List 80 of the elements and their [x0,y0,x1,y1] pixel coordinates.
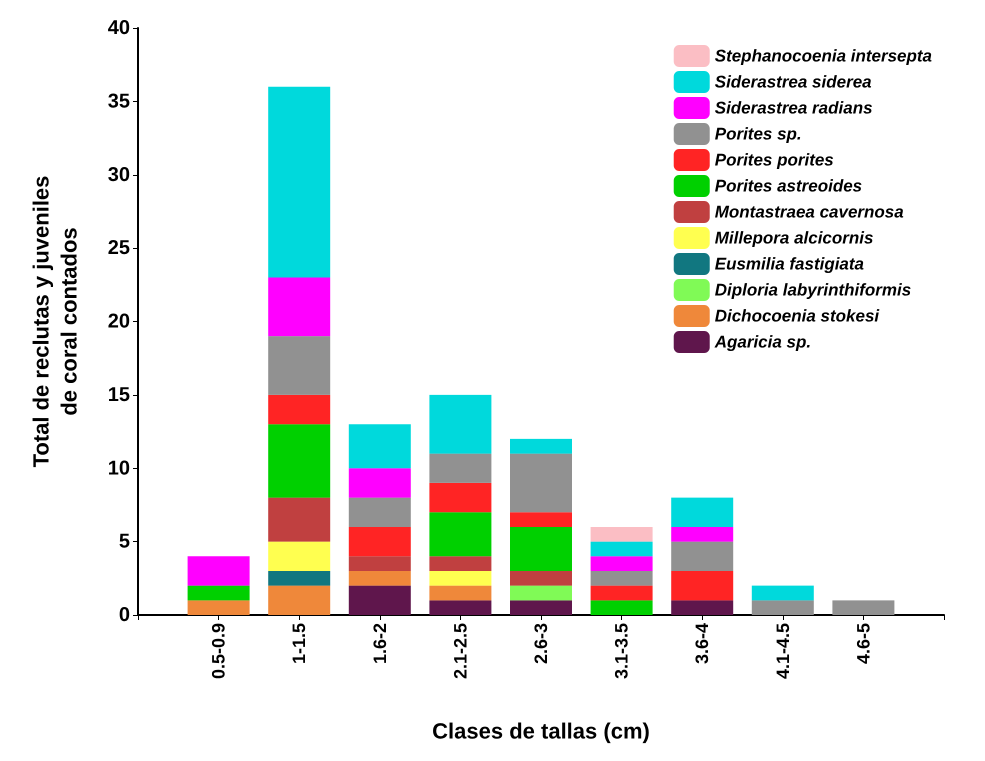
x-tick-label: 1.6-2 [370,623,390,664]
bar [429,394,492,454]
bar [268,86,330,278]
bar [590,600,653,615]
legend-label: Millepora alcicornis [714,228,874,248]
x-tick-label: 2.6-3 [531,623,551,664]
y-tick-label: 40 [108,17,130,39]
x-tick-label: 2.1-2.5 [450,623,470,680]
bar [590,586,653,600]
bar [671,526,734,542]
bar [348,424,411,468]
bar [429,600,492,615]
bar [510,512,572,527]
bar [429,586,492,600]
bar [348,526,411,556]
bar [348,468,411,498]
bar [510,454,572,512]
y-tick-label: 35 [108,90,130,112]
bar [510,526,572,571]
legend-label: Stephanocoenia intersepta [714,46,932,66]
bar [510,438,572,454]
y-axis-title: Total de reclutas y juveniles de coral contados [28,176,82,468]
y-tick-label: 0 [118,604,130,626]
bar [268,586,330,615]
legend-label: Siderastrea siderea [714,72,872,92]
bar [671,498,734,527]
bar [348,498,411,527]
bar [510,600,572,615]
bar [188,600,250,615]
bar [671,600,734,615]
legend-label: Dichocoenia stokesi [714,306,880,326]
bar [832,600,894,615]
bar [510,586,572,600]
bar [590,542,653,556]
bar [590,526,653,542]
bar [188,556,250,586]
legend-label: Diploria labyrinthiformis [714,280,912,300]
legend-label: Porites astreoides [714,176,862,196]
bar [752,586,814,600]
bar [590,556,653,571]
y-tick-label: 30 [108,164,130,186]
bar [429,454,492,483]
x-tick-label: 3.1-3.5 [612,623,632,680]
y-tick-label: 5 [118,530,130,553]
bar [671,570,734,600]
bar [268,424,330,498]
x-tick-label: 3.6-4 [692,623,712,664]
bar [429,482,492,512]
bar [268,394,330,424]
bar [752,600,814,615]
y-tick-label: 20 [108,310,130,332]
legend-label: Agaricia sp. [714,332,812,352]
bar [268,570,330,586]
bar [348,570,411,586]
bar [348,586,411,615]
legend-label: Montastraea cavernosa [714,202,904,222]
bar [188,586,250,600]
legend-label: Siderastrea radians [714,98,873,118]
y-tick-label: 10 [108,457,130,480]
bar [671,542,734,571]
legend-label: Eusmilia fastigiata [714,254,864,274]
x-tick-label: 1-1.5 [289,623,310,664]
bar [268,336,330,395]
x-axis-title: Clases de tallas (cm) [432,718,650,744]
bar [429,556,492,571]
bar [348,556,411,571]
legend-label: Porites porites [714,150,834,170]
x-tick-label: 4.6-5 [853,623,874,664]
bar [590,570,653,586]
y-tick-label: 25 [108,237,130,260]
x-tick-label: 4.1-4.5 [772,623,793,680]
x-tick-label: 0.5-0.9 [208,623,229,680]
bar [268,277,330,336]
legend-label: Porites sp. [714,124,802,144]
y-tick-label: 15 [108,384,130,406]
bar [510,570,572,586]
bar [429,570,492,586]
bar [429,512,492,556]
bar [268,498,330,542]
bar [268,542,330,571]
